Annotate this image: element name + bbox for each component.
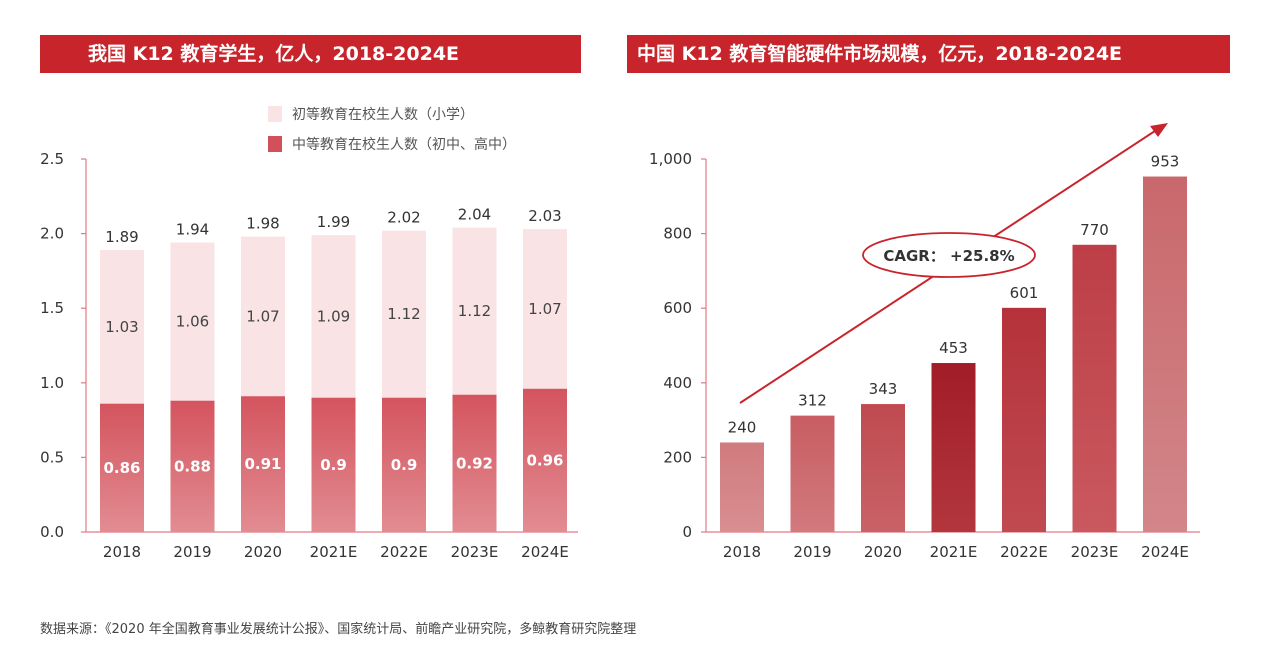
right-value-label: 453 [939,339,968,357]
right-value-label: 240 [728,418,757,436]
left-upper-value-label: 1.09 [317,307,350,325]
left-x-tick-label: 2021E [310,543,358,561]
left-y-tick-label: 0.5 [40,448,64,466]
left-upper-value-label: 1.06 [176,313,209,331]
cagr-label: CAGR： +25.8% [883,247,1014,265]
left-bar-lower-segment [241,396,285,532]
left-bar-lower-segment [311,397,356,532]
left-y-tick-label: 0.0 [40,523,64,541]
left-legend-label: 中等教育在校生人数（初中、高中） [292,136,516,153]
right-y-tick-label: 800 [663,225,692,243]
left-bar-upper-segment [523,229,567,389]
left-total-label: 1.94 [176,221,209,239]
right-value-label: 953 [1151,153,1180,171]
left-bar-upper-segment [170,242,215,401]
left-y-tick-label: 2.5 [40,150,64,168]
right-x-tick-label: 2020 [864,543,902,561]
right-bar [1143,176,1187,532]
right-x-tick-label: 2018 [723,543,761,561]
left-upper-value-label: 1.12 [458,302,491,320]
right-value-label: 312 [798,392,827,410]
left-chart-title: 我国 K12 教育学生，亿人，2018-2024E [40,35,581,73]
left-total-label: 1.99 [317,213,350,231]
left-y-tick-label: 2.0 [40,225,64,243]
left-bar-upper-segment [452,227,497,395]
left-total-label: 2.02 [387,209,420,227]
left-legend-label: 初等教育在校生人数（小学） [292,106,474,123]
right-x-tick-label: 2019 [793,543,831,561]
left-upper-value-label: 1.07 [528,300,561,318]
right-value-label: 770 [1080,221,1109,239]
right-y-tick-label: 200 [663,448,692,466]
left-bar-upper-segment [100,250,144,404]
left-bar-lower-segment [100,403,144,532]
right-x-tick-label: 2022E [1000,543,1048,561]
right-value-label: 601 [1010,284,1039,302]
right-value-label: 343 [869,380,898,398]
left-lower-value-label: 0.88 [174,457,211,475]
right-x-tick-label: 2021E [930,543,978,561]
left-bar-lower-segment [452,394,497,532]
left-x-tick-label: 2020 [244,543,282,561]
left-bar-lower-segment [523,388,567,532]
right-x-tick-label: 2024E [1141,543,1189,561]
right-y-tick-label: 1,000 [649,150,692,168]
right-bar [790,415,835,532]
left-y-tick-label: 1.5 [40,299,64,317]
left-lower-value-label: 0.91 [244,455,281,473]
left-bar-lower-segment [382,397,426,532]
right-x-tick-label: 2023E [1071,543,1119,561]
right-bar [1002,307,1046,532]
right-y-tick-label: 0 [682,523,692,541]
cagr-ellipse [862,232,1036,278]
left-total-label: 1.89 [105,228,138,246]
left-lower-value-label: 0.96 [526,451,563,469]
left-x-tick-label: 2019 [173,543,211,561]
left-y-tick-label: 1.0 [40,374,64,392]
left-x-tick-label: 2018 [103,543,141,561]
source-note: 数据来源：《2020 年全国教育事业发展统计公报》、国家统计局、前瞻产业研究院，… [40,622,637,637]
left-upper-value-label: 1.07 [246,307,279,325]
left-x-tick-label: 2023E [451,543,499,561]
left-upper-value-label: 1.03 [105,318,138,336]
left-total-label: 1.98 [246,215,279,233]
left-lower-value-label: 0.9 [391,456,418,474]
left-bar-upper-segment [241,236,285,397]
right-bar [931,363,976,532]
right-bar [720,442,764,532]
right-chart-title: 中国 K12 教育智能硬件市场规模，亿元，2018-2024E [627,35,1230,73]
left-bar-upper-segment [311,235,356,398]
right-y-tick-label: 400 [663,374,692,392]
left-upper-value-label: 1.12 [387,305,420,323]
left-bar-lower-segment [170,400,215,532]
left-legend-swatch [268,136,282,152]
left-total-label: 2.03 [528,207,561,225]
left-x-tick-label: 2022E [380,543,428,561]
left-lower-value-label: 0.92 [456,454,493,472]
left-legend-swatch [268,106,282,122]
right-bar [861,404,905,532]
left-total-label: 2.04 [458,206,491,224]
left-lower-value-label: 0.86 [103,459,140,477]
left-lower-value-label: 0.9 [320,456,347,474]
right-bar [1072,244,1117,533]
right-y-tick-label: 600 [663,299,692,317]
left-bar-upper-segment [382,230,426,398]
trend-arrow-head [1150,123,1168,137]
left-x-tick-label: 2024E [521,543,569,561]
